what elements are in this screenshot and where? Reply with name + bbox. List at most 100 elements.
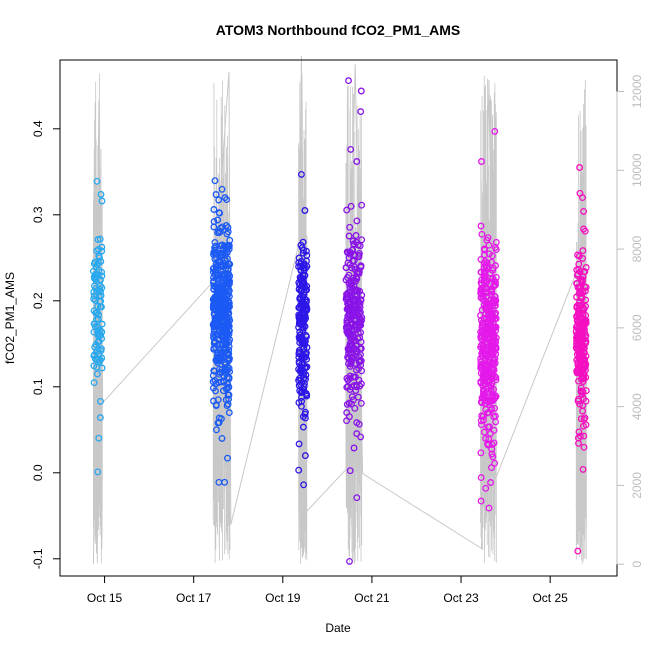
data-point	[223, 314, 231, 322]
data-point	[582, 264, 590, 271]
flight-6-points	[572, 164, 590, 555]
data-point	[581, 287, 589, 295]
data-point	[491, 359, 499, 367]
data-point	[483, 377, 491, 385]
data-point	[573, 337, 581, 345]
data-point	[295, 466, 303, 474]
flight-1-points	[89, 177, 106, 476]
data-point	[490, 282, 498, 290]
data-point	[97, 292, 105, 300]
data-point	[93, 271, 101, 279]
flight-5-points	[477, 127, 500, 512]
data-point	[482, 484, 490, 492]
data-point	[481, 310, 489, 318]
data-point	[90, 362, 98, 370]
data-point	[215, 271, 222, 279]
data-point	[576, 354, 584, 362]
data-point	[300, 246, 307, 254]
data-point	[358, 201, 366, 209]
data-point	[353, 430, 361, 438]
data-point	[481, 251, 488, 259]
data-point	[478, 230, 486, 238]
data-point	[350, 336, 358, 344]
data-point	[212, 387, 219, 395]
data-point	[210, 320, 218, 328]
data-point	[576, 311, 584, 319]
data-point	[482, 374, 490, 382]
data-point	[97, 190, 105, 198]
data-point	[573, 322, 581, 330]
data-point	[582, 332, 590, 340]
data-point	[98, 364, 106, 372]
data-point	[353, 419, 361, 427]
data-point	[219, 293, 227, 301]
flight-4-points	[342, 77, 366, 565]
data-point	[579, 465, 587, 473]
data-point	[578, 294, 586, 302]
data-point	[575, 439, 582, 447]
data-point	[357, 345, 365, 352]
data-point	[480, 291, 488, 299]
data-point	[576, 307, 584, 315]
data-point	[343, 374, 351, 382]
data-point	[350, 282, 358, 290]
data-point	[91, 296, 99, 304]
data-point	[352, 373, 359, 381]
data-point	[95, 311, 103, 319]
data-point	[358, 313, 366, 321]
data-point	[342, 295, 350, 303]
data-point	[357, 262, 365, 270]
data-point	[94, 302, 102, 310]
data-point	[302, 298, 310, 306]
data-point	[483, 300, 491, 308]
data-point	[354, 241, 362, 249]
data-point	[477, 222, 485, 230]
data-point	[218, 366, 226, 374]
data-point	[224, 243, 232, 251]
data-point	[211, 338, 219, 346]
data-point	[483, 263, 491, 271]
data-point	[301, 207, 309, 214]
data-point	[353, 269, 361, 277]
y-tick-label: 0.2	[31, 292, 45, 309]
data-point	[346, 223, 354, 231]
data-point	[492, 376, 500, 384]
y2-tick-label: 10000	[630, 153, 644, 187]
data-point	[352, 274, 360, 281]
data-point	[92, 341, 100, 349]
data-point	[297, 170, 305, 178]
plot-frame	[59, 59, 618, 577]
data-point	[300, 313, 308, 321]
data-point	[358, 236, 366, 244]
data-point	[345, 271, 353, 279]
data-point	[573, 271, 581, 279]
data-point	[491, 244, 499, 251]
altitude-line-layer	[92, 56, 587, 565]
data-point	[222, 366, 230, 374]
data-point	[299, 423, 307, 431]
data-point	[343, 383, 351, 391]
data-point	[98, 272, 106, 280]
data-point	[482, 434, 490, 442]
data-point	[301, 337, 309, 345]
data-point	[95, 254, 103, 262]
data-point	[347, 202, 355, 210]
data-point	[349, 396, 357, 404]
data-point	[301, 364, 309, 372]
x-tick-label: Oct 23	[443, 591, 479, 605]
data-point	[213, 353, 221, 361]
data-point	[215, 258, 223, 266]
data-point	[345, 77, 352, 85]
data-point	[223, 373, 231, 381]
data-point	[488, 252, 496, 260]
data-point	[577, 415, 585, 423]
data-point	[478, 158, 485, 165]
data-point	[579, 388, 587, 396]
data-point	[577, 384, 585, 392]
data-point	[93, 355, 101, 363]
data-point	[222, 324, 230, 332]
data-point	[212, 242, 220, 250]
data-point	[224, 228, 232, 236]
data-point	[353, 341, 361, 349]
